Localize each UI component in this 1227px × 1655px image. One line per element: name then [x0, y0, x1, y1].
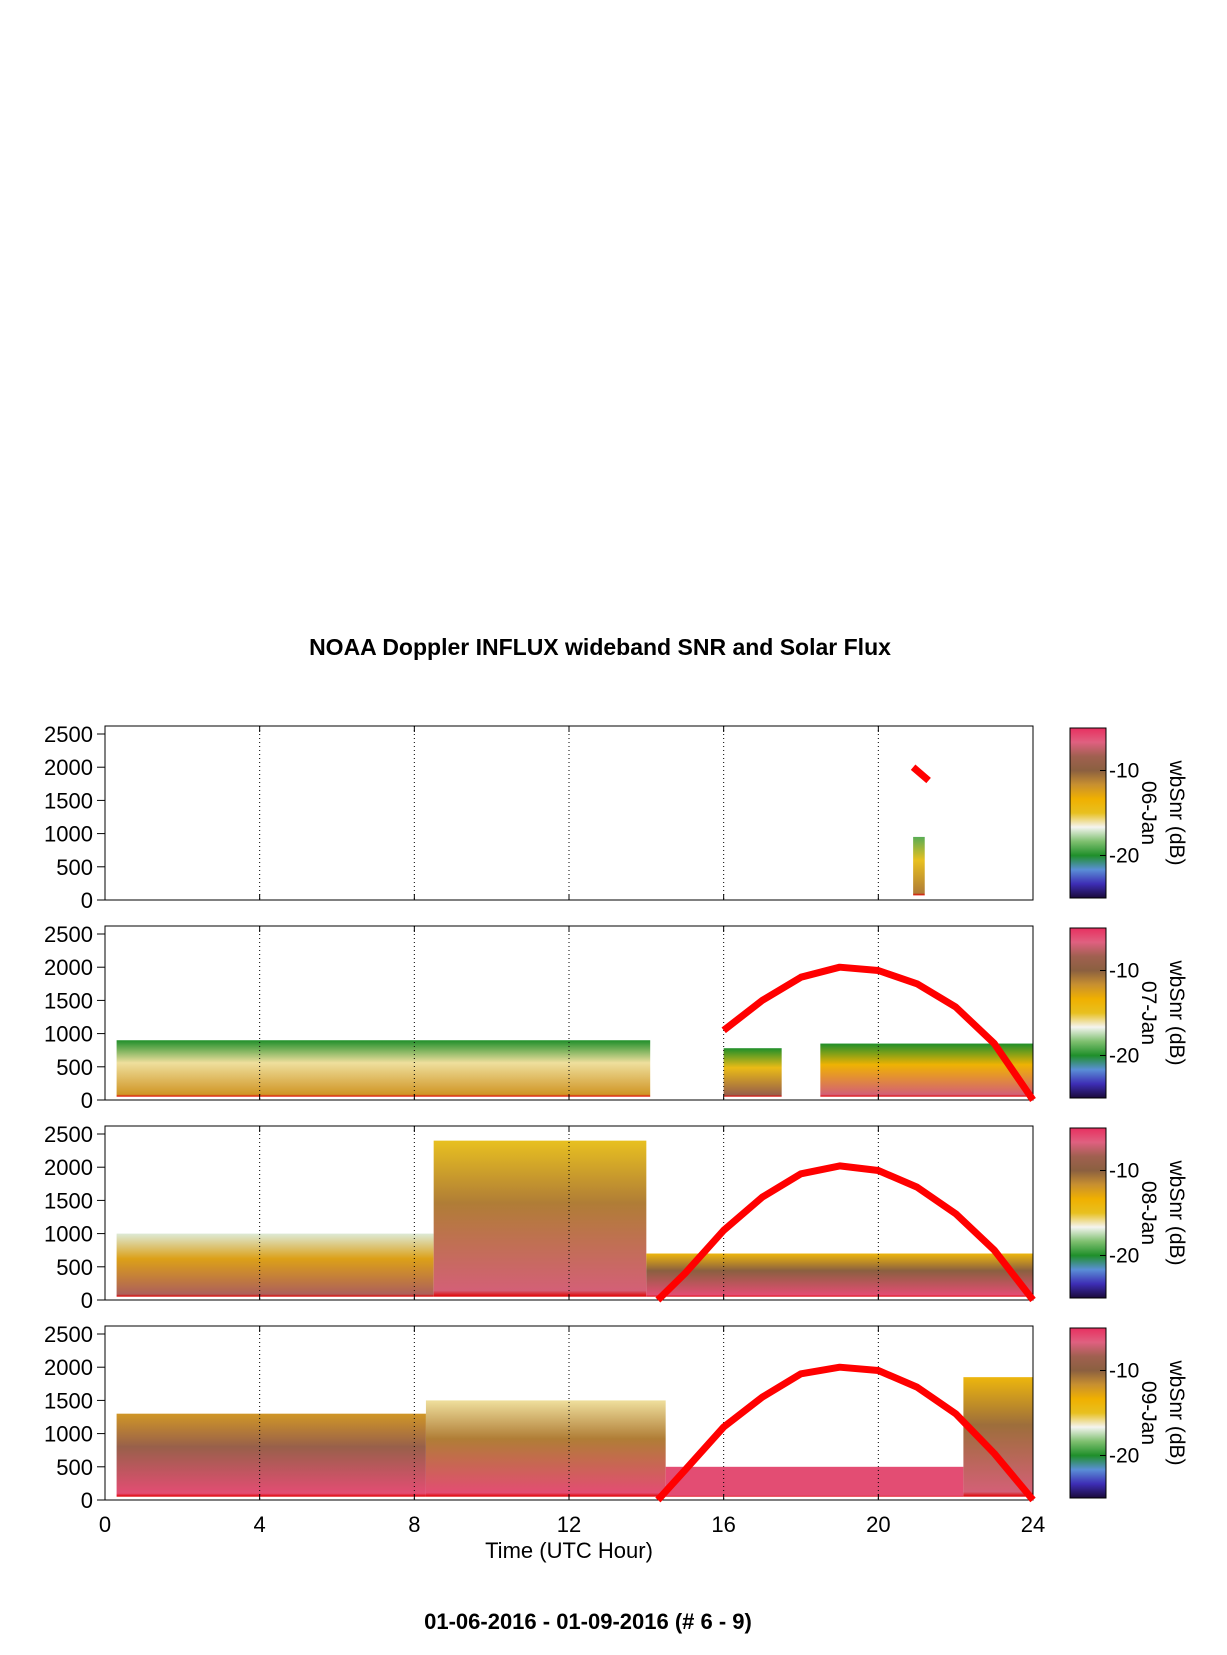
snr-column: [425, 1400, 666, 1497]
solar-flux-line: [655, 1363, 1036, 1503]
y-tick-label: 0: [81, 1088, 93, 1113]
y-tick-label: 500: [56, 855, 93, 880]
x-tick-label: 24: [1021, 1512, 1045, 1537]
colorbar-tick-label: -10: [1109, 960, 1139, 983]
colorbar-tick-label: -20: [1109, 845, 1139, 868]
x-axis-label: Time (UTC Hour): [485, 1538, 653, 1563]
y-tick-label: 500: [56, 1055, 93, 1080]
solar-flux-line: [721, 963, 1036, 1102]
y-tick-label: 2500: [44, 1322, 93, 1347]
colorbar: [1069, 927, 1107, 1099]
snr-column: [116, 1233, 434, 1297]
y-tick-label: 0: [81, 1288, 93, 1313]
y-tick-label: 1500: [44, 1188, 93, 1213]
y-tick-label: 2000: [44, 1355, 93, 1380]
colorbar-tick-label: -10: [1109, 1360, 1139, 1383]
panel-08-jan: 0 500 1000 1500 2000 2500 -10 -20 wbSnr (dB)08-J…: [44, 1122, 1188, 1313]
x-tick-label: 12: [557, 1512, 581, 1537]
y-tick-label: 500: [56, 1255, 93, 1280]
y-tick-label: 0: [81, 888, 93, 913]
solar-flux-line: [910, 764, 931, 784]
snr-column: [665, 1466, 964, 1497]
snr-column: [116, 1040, 651, 1097]
panel-date-label: 06-Jan: [1137, 781, 1160, 845]
snr-column: [116, 1413, 426, 1497]
y-tick-label: 2000: [44, 755, 93, 780]
y-tick-label: 1000: [44, 822, 93, 847]
colorbar: [1069, 727, 1107, 899]
solar-flux-line: [655, 1162, 1036, 1303]
panel-07-jan: 0 500 1000 1500 2000 2500 -10 -20 wbSnr (dB)07-J…: [44, 922, 1188, 1113]
y-tick-label: 1000: [44, 1022, 93, 1047]
colorbar-tick-label: -20: [1109, 1245, 1139, 1268]
y-tick-label: 500: [56, 1455, 93, 1480]
y-tick-label: 2500: [44, 922, 93, 947]
y-tick-label: 1500: [44, 988, 93, 1013]
panel-06-jan: 0 500 1000 1500 2000 2500 -10 -20 wbSnr (dB)06-J…: [44, 722, 1188, 913]
snr-column: [433, 1140, 647, 1297]
y-tick-label: 2500: [44, 1122, 93, 1147]
colorbar-tick-label: -10: [1109, 1160, 1139, 1183]
x-tick-label: 4: [254, 1512, 266, 1537]
colorbar: [1069, 1127, 1107, 1299]
y-tick-label: 2000: [44, 1155, 93, 1180]
snr-column: [913, 836, 925, 896]
x-axis: 0 4 8 12 16 20 24 Time (UTC Hour): [99, 1512, 1045, 1563]
colorbar-tick-label: -10: [1109, 760, 1139, 783]
colorbar-tick-label: -20: [1109, 1445, 1139, 1468]
panel-date-label: 08-Jan: [1137, 1181, 1160, 1245]
y-tick-label: 2500: [44, 722, 93, 747]
colorbar-tick-label: -20: [1109, 1045, 1139, 1068]
panel-frame: [104, 725, 1034, 901]
x-tick-label: 20: [866, 1512, 890, 1537]
x-tick-label: 8: [408, 1512, 420, 1537]
panel-date-label: 09-Jan: [1137, 1381, 1160, 1445]
panel-date-label: 07-Jan: [1137, 981, 1160, 1045]
snr-column: [646, 1253, 1033, 1297]
colorbar-label: wbSnr (dB): [1165, 959, 1188, 1065]
y-tick-label: 1500: [44, 1388, 93, 1413]
x-tick-label: 16: [711, 1512, 735, 1537]
snr-column: [723, 1048, 782, 1097]
chart-title: NOAA Doppler INFLUX wideband SNR and Sol…: [309, 634, 891, 660]
colorbar-label: wbSnr (dB): [1165, 1359, 1188, 1465]
y-tick-label: 1500: [44, 788, 93, 813]
y-tick-label: 1000: [44, 1422, 93, 1447]
colorbar-label: wbSnr (dB): [1165, 1159, 1188, 1265]
colorbar-label: wbSnr (dB): [1165, 759, 1188, 865]
y-tick-label: 1000: [44, 1222, 93, 1247]
date-range-footer: 01-06-2016 - 01-09-2016 (# 6 - 9): [424, 1609, 752, 1634]
colorbar: [1069, 1327, 1107, 1499]
x-tick-label: 0: [99, 1512, 111, 1537]
y-tick-label: 2000: [44, 955, 93, 980]
y-tick-label: 0: [81, 1488, 93, 1513]
panel-09-jan: 0 500 1000 1500 2000 2500 -10 -20 wbSnr (dB)09-J…: [44, 1322, 1188, 1513]
